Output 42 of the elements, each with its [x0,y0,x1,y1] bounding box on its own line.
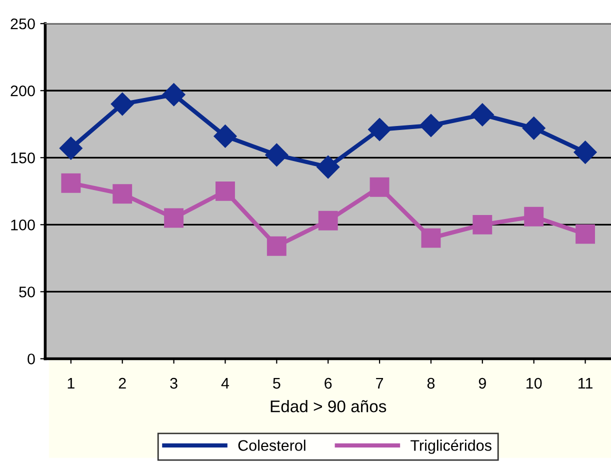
x-tick-label: 4 [221,378,230,389]
point [318,210,338,230]
y-tick-label: 0 [28,354,35,364]
point [162,83,186,106]
y-tick-label: 200 [10,85,35,96]
x-tick-label: 5 [273,378,280,389]
x-tick-label: 10 [526,378,542,389]
point [472,214,492,234]
point [61,173,81,193]
point [522,116,546,140]
x-tick-label: 9 [478,378,486,389]
point [419,114,442,137]
x-tick-label: 1 [68,378,74,389]
x-tick-label: 8 [427,378,435,389]
legend-label: Triglicéridos [410,439,492,454]
x-tick-label: 3 [170,378,178,389]
point [370,177,390,197]
point [316,156,340,179]
y-tick-label: 50 [19,286,35,298]
point [214,124,237,148]
point [576,224,596,244]
point [524,206,544,226]
point [265,143,288,166]
y-tick-label: 150 [11,152,35,164]
point [216,181,235,201]
x-tick-label: 7 [376,378,384,389]
x-tick-label: 11 [578,378,592,389]
point [574,140,597,164]
legend-label: Colesterol [238,440,306,451]
y-tick-label: 250 [10,18,35,30]
y-tick-label: 100 [11,220,35,230]
point [112,184,132,204]
point [266,236,286,256]
x-axis-title: Edad > 90 años [270,400,386,412]
point [368,118,392,141]
point [470,103,494,126]
point [164,208,184,228]
point [59,136,82,160]
x-tick-label: 6 [324,378,332,389]
point [110,92,134,116]
x-tick-label: 2 [118,378,126,389]
point [421,228,441,248]
